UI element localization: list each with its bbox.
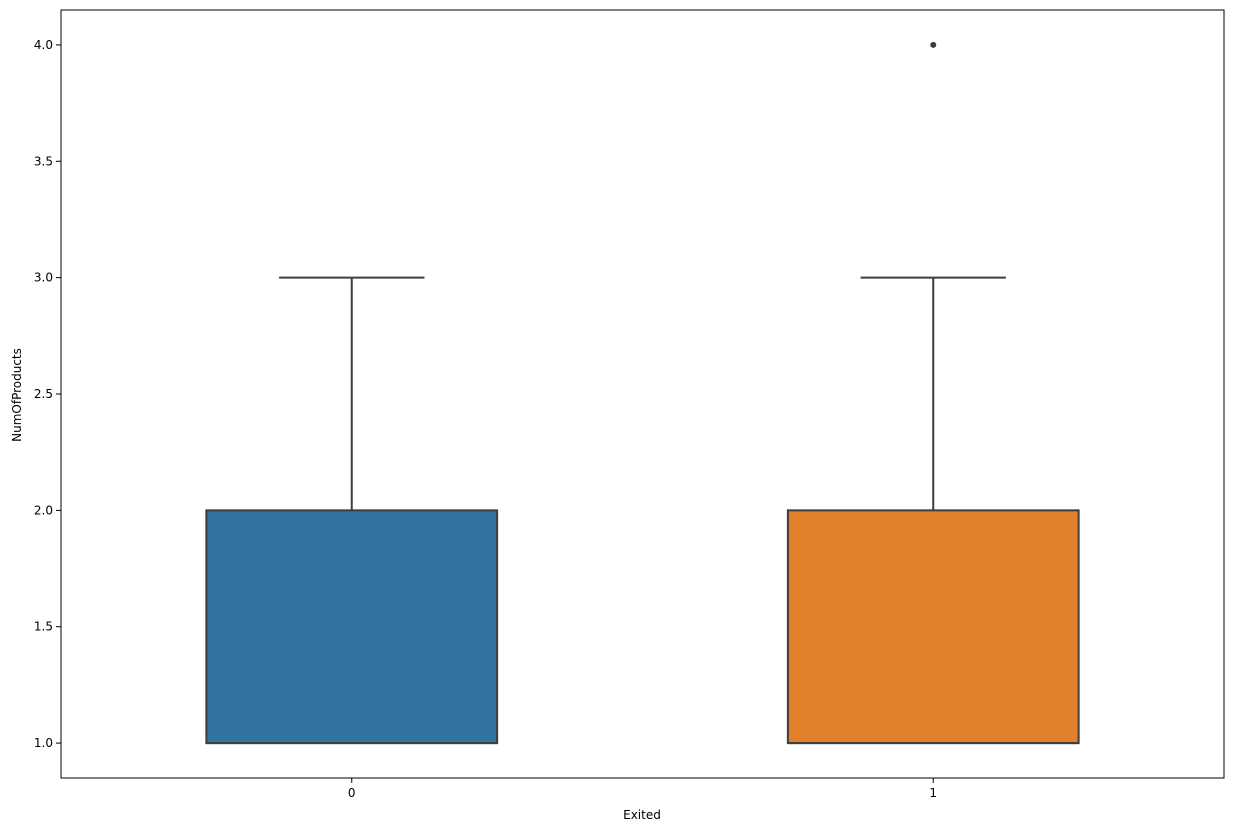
x-axis-label: Exited xyxy=(623,808,661,822)
y-tick-label-6: 4.0 xyxy=(34,38,53,52)
y-axis-label: NumOfProducts xyxy=(10,348,24,442)
x-tick-label-0: 0 xyxy=(348,786,356,800)
plot-layer xyxy=(205,41,1080,745)
x-tick-label-1: 1 xyxy=(929,786,937,800)
box-group-1 xyxy=(786,41,1080,745)
outlier-1-0 xyxy=(930,41,937,48)
box-1 xyxy=(786,509,1080,745)
y-tick-label-0: 1.0 xyxy=(34,736,53,750)
y-tick-label-2: 2.0 xyxy=(34,503,53,517)
box-group-0 xyxy=(205,276,499,745)
y-tick-label-1: 1.5 xyxy=(34,620,53,634)
axis-layer: 0 1 1.0 1.5 2.0 2.5 3.0 3.5 4.0 xyxy=(34,38,937,800)
y-tick-label-5: 3.5 xyxy=(34,154,53,168)
y-tick-label-4: 3.0 xyxy=(34,271,53,285)
y-tick-label-3: 2.5 xyxy=(34,387,53,401)
box-0 xyxy=(205,509,499,745)
